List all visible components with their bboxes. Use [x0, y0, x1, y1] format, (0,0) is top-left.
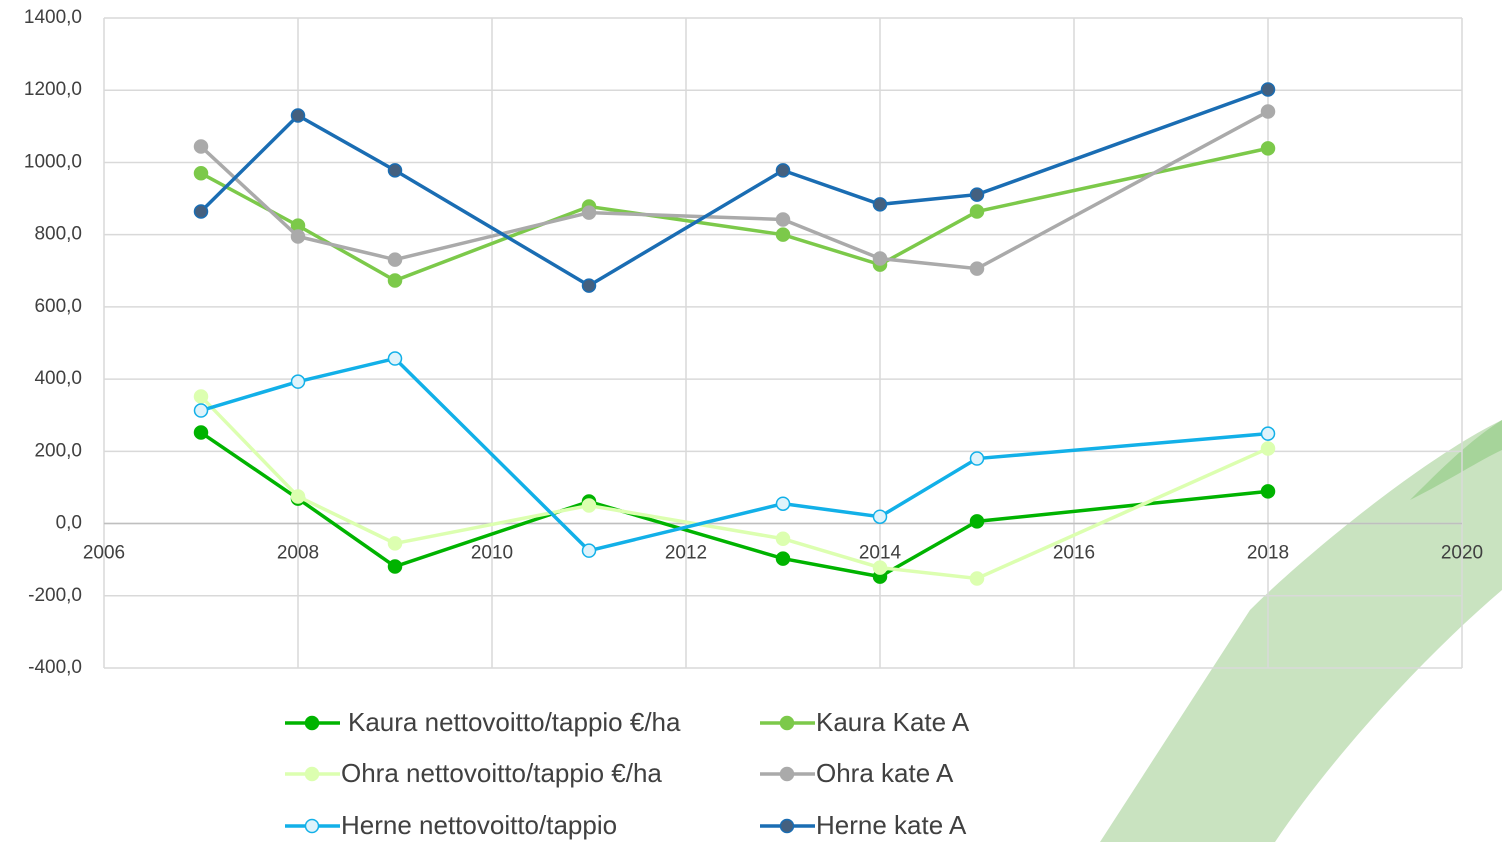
y-tick-label: 1400,0 [24, 7, 82, 28]
data-point [872, 251, 888, 266]
data-point [581, 205, 597, 220]
data-point [872, 509, 888, 524]
legend-marker [304, 818, 320, 834]
data-point [969, 451, 985, 466]
data-point [1260, 141, 1276, 156]
data-point [969, 187, 985, 202]
background-swoosh [1100, 420, 1502, 842]
legend-marker [779, 766, 795, 782]
series-line [200, 356, 1269, 553]
data-point [775, 163, 791, 178]
legend-label: Herne nettovoitto/tappio [341, 810, 617, 840]
x-tick-label: 2012 [665, 543, 707, 564]
data-point [290, 229, 306, 244]
y-tick-label: 1200,0 [24, 79, 82, 100]
data-point [193, 389, 209, 404]
series-line [200, 431, 1269, 579]
data-point [581, 498, 597, 513]
data-point [581, 278, 597, 293]
data-point [1260, 104, 1276, 119]
x-tick-label: 2006 [83, 543, 125, 564]
data-point [290, 489, 306, 504]
data-point [775, 496, 791, 511]
data-point [193, 425, 209, 440]
x-tick-label: 2016 [1053, 543, 1095, 564]
x-tick-label: 2020 [1441, 543, 1483, 564]
data-point [1260, 441, 1276, 456]
data-point [387, 163, 403, 178]
legend-label: Ohra kate A [816, 758, 954, 788]
data-point [193, 204, 209, 219]
background-swoosh-edge [1410, 420, 1502, 500]
legend-label: Herne kate A [816, 810, 967, 840]
legend-marker [779, 818, 795, 834]
data-point [387, 351, 403, 366]
y-tick-label: 800,0 [34, 224, 82, 245]
legend-marker [304, 715, 320, 731]
y-tick-label: 400,0 [34, 368, 82, 389]
data-point [387, 536, 403, 551]
series-line [200, 146, 1269, 283]
x-tick-label: 2014 [859, 543, 902, 564]
data-point [775, 212, 791, 227]
legend-label: Ohra nettovoitto/tappio €/ha [341, 758, 662, 788]
data-point [290, 374, 306, 389]
data-point [193, 139, 209, 154]
series-line [199, 395, 1269, 581]
data-point [387, 252, 403, 267]
data-point [581, 543, 597, 558]
data-point [872, 560, 888, 575]
data-point [1260, 82, 1276, 97]
y-tick-label: -400,0 [28, 657, 82, 678]
data-point [290, 108, 306, 123]
x-tick-label: 2010 [471, 543, 513, 564]
data-point [1260, 426, 1276, 441]
data-point [387, 273, 403, 288]
x-tick-label: 2008 [277, 543, 319, 564]
data-point [872, 197, 888, 212]
data-point [775, 551, 791, 566]
legend-marker [304, 766, 320, 782]
series-line [199, 87, 1269, 288]
data-point [1260, 484, 1276, 499]
data-point [193, 403, 209, 418]
data-point [969, 571, 985, 586]
y-tick-label: 1000,0 [24, 151, 82, 172]
y-tick-label: 0,0 [56, 513, 82, 534]
data-point [969, 514, 985, 529]
data-point [775, 227, 791, 242]
legend-marker [779, 715, 795, 731]
data-point [193, 166, 209, 181]
series-line [199, 109, 1269, 271]
data-point [775, 531, 791, 546]
data-point [969, 261, 985, 276]
data-point [969, 204, 985, 219]
y-tick-label: 200,0 [34, 440, 82, 461]
x-tick-label: 2018 [1247, 543, 1289, 564]
legend-label: Kaura nettovoitto/tappio €/ha [348, 707, 681, 737]
legend-label: Kaura Kate A [816, 707, 970, 737]
y-tick-label: -200,0 [28, 585, 82, 606]
data-point [387, 559, 403, 574]
y-tick-label: 600,0 [34, 296, 82, 317]
